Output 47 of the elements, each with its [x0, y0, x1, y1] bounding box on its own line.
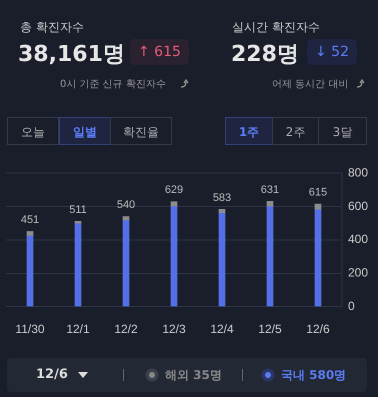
- bar: [170, 206, 178, 306]
- text: 38,161명: [18, 41, 125, 69]
- text: 0시 기준 신규 확진자수: [60, 78, 166, 91]
- text: 국내 580명: [281, 367, 346, 384]
- total-label: 629: [164, 184, 184, 196]
- y-tick-label: 0: [348, 298, 355, 313]
- x-tick-label: 12/1: [66, 322, 90, 336]
- total-label: 615: [308, 186, 328, 199]
- text: 12/6: [36, 367, 68, 382]
- total-label: 540: [116, 199, 136, 212]
- x-tick-label: 12/5: [258, 322, 282, 336]
- bar: [266, 201, 274, 207]
- text: 실시간 확진자수: [232, 19, 320, 36]
- text: ↑ 615: [130, 39, 189, 65]
- text: 어제 동시간 대비: [272, 78, 348, 91]
- bar: [122, 220, 130, 306]
- x-tick-label: 11/30: [15, 322, 45, 336]
- total-label: 583: [212, 192, 232, 204]
- x-tick-label: 12/6: [306, 322, 330, 336]
- text: 228명: [231, 41, 299, 69]
- total-label: 451: [20, 214, 40, 226]
- text: 오늘: [7, 117, 59, 145]
- x-tick-label: 12/4: [210, 322, 234, 336]
- x-tick-label: 12/2: [114, 322, 138, 336]
- text: 해외 35명: [165, 367, 222, 384]
- text: 2주: [272, 117, 319, 145]
- total-label: 511: [69, 204, 87, 216]
- text: 총 확진자수: [20, 19, 84, 36]
- bar: [218, 213, 226, 306]
- bar: [314, 210, 322, 306]
- y-tick-label: 400: [348, 232, 368, 246]
- text: ↓ 52: [307, 39, 357, 65]
- bar: [314, 204, 322, 210]
- text: 일별: [59, 117, 111, 145]
- text: 확진율: [110, 117, 172, 145]
- bar: [266, 206, 274, 306]
- bar: [122, 216, 130, 221]
- y-tick-label: 200: [348, 266, 368, 280]
- bar: [218, 209, 226, 214]
- text: 1주: [225, 117, 273, 145]
- bar: [74, 223, 82, 306]
- x-tick-label: 12/3: [162, 322, 186, 336]
- text: 3달: [318, 117, 367, 145]
- y-tick-label: 600: [348, 198, 368, 213]
- total-label: 631: [260, 184, 280, 196]
- bar: [26, 236, 34, 306]
- y-tick-label: 800: [348, 166, 368, 180]
